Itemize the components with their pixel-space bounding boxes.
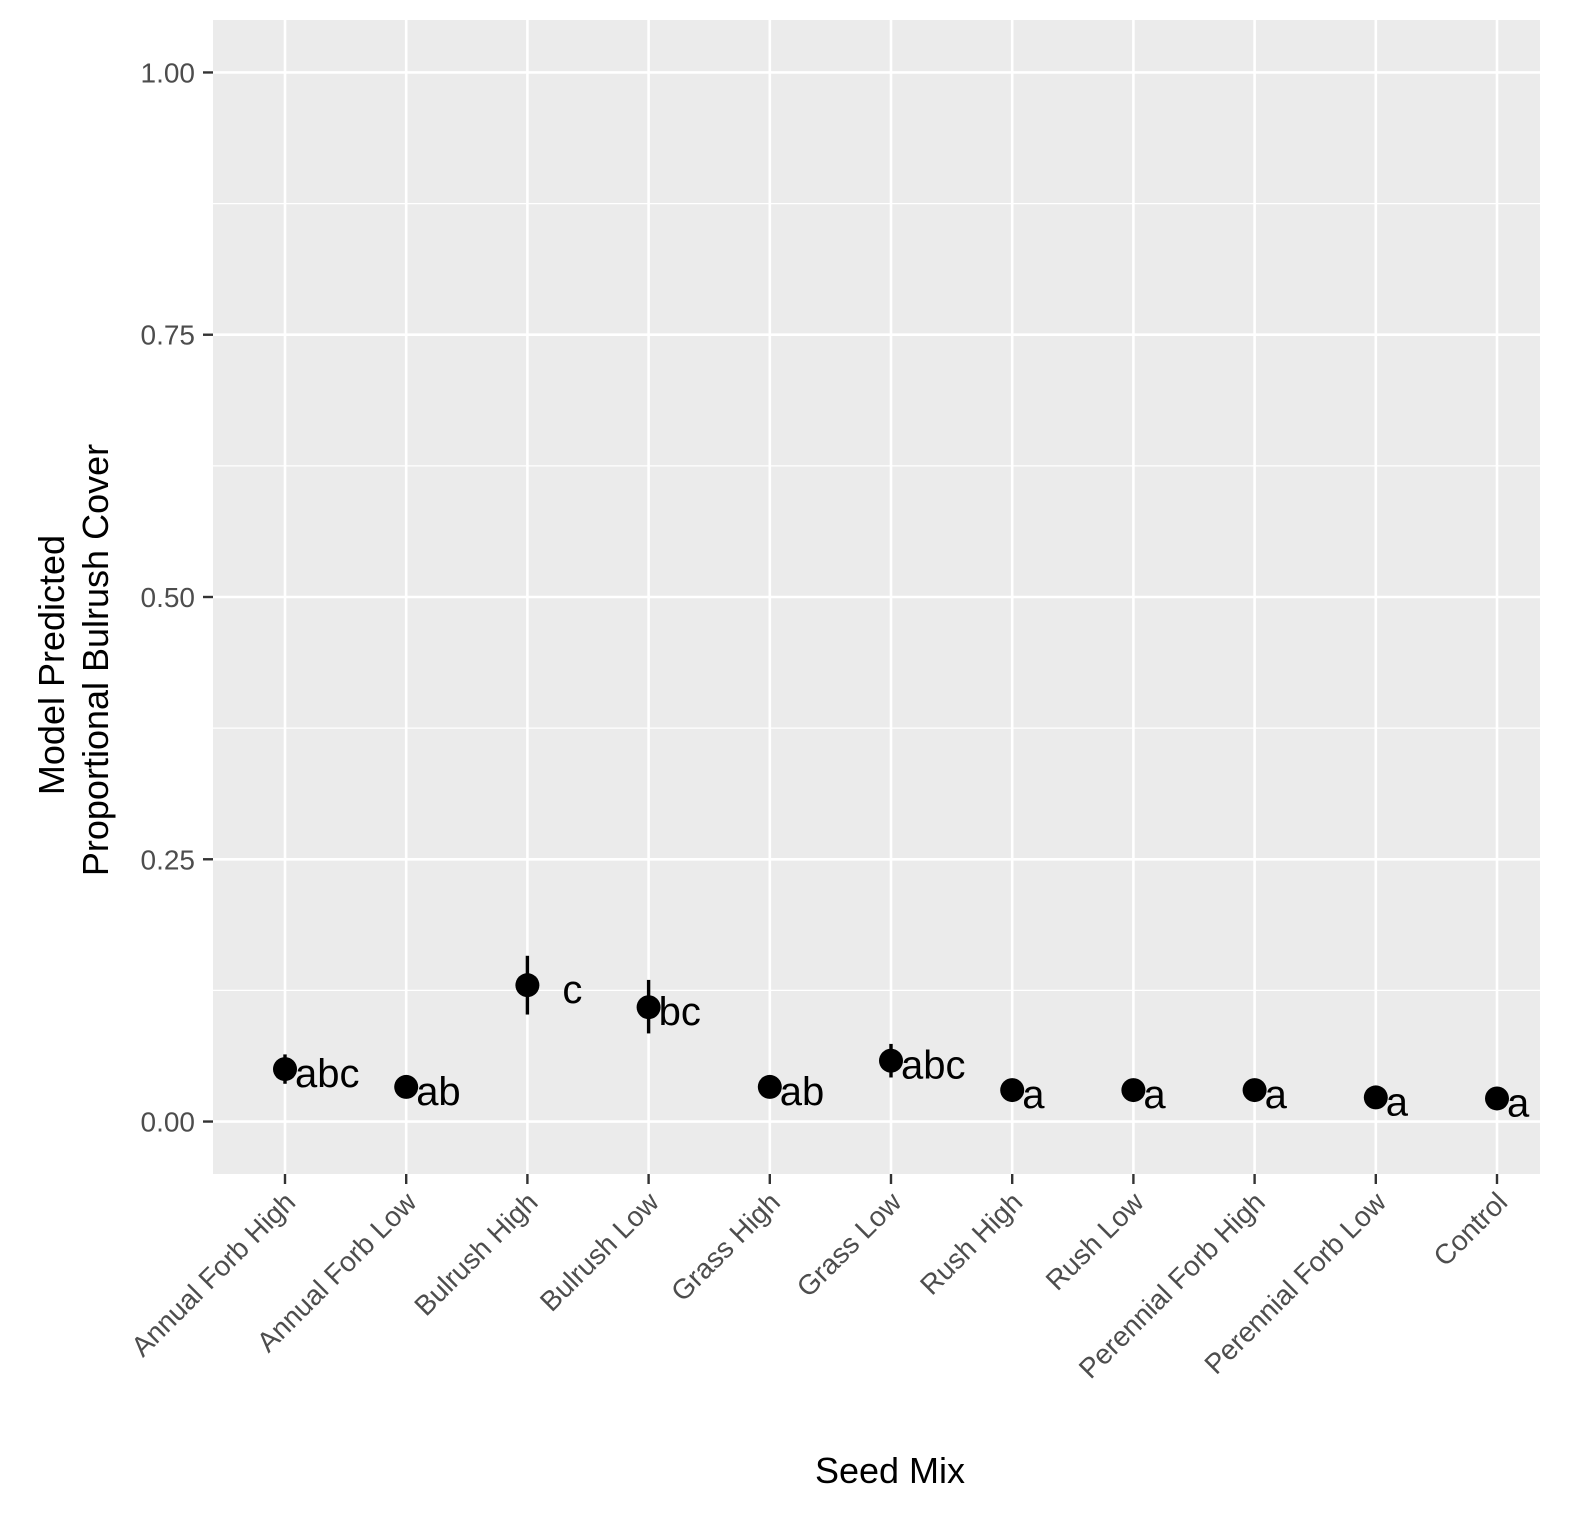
data-point bbox=[1363, 1085, 1388, 1110]
grid-lines bbox=[213, 20, 1540, 1174]
group-letter-label: ab bbox=[416, 1070, 461, 1114]
x-tick-label: Bulrush Low bbox=[534, 1186, 665, 1317]
data-point bbox=[1000, 1078, 1025, 1103]
y-tick-label: 0.00 bbox=[141, 1107, 196, 1138]
data-point bbox=[757, 1074, 782, 1099]
group-letter-label: c bbox=[562, 968, 582, 1012]
data-point bbox=[636, 995, 661, 1020]
y-axis-title: Model Predicted Proportional Bulrush Cov… bbox=[31, 444, 116, 876]
group-letter-label: a bbox=[1143, 1073, 1166, 1117]
group-letter-label: bc bbox=[659, 990, 701, 1034]
group-letter-label: abc bbox=[901, 1044, 966, 1088]
group-letter-label: abc bbox=[295, 1052, 360, 1096]
y-axis-title-line-1: Model Predicted bbox=[31, 535, 72, 795]
x-tick-label: Grass High bbox=[665, 1186, 786, 1307]
data-point bbox=[1485, 1086, 1509, 1111]
x-tick-label: Rush High bbox=[914, 1186, 1028, 1300]
data-point bbox=[273, 1057, 297, 1082]
y-tick-label: 0.75 bbox=[141, 320, 196, 351]
y-tick-label: 0.25 bbox=[141, 844, 196, 875]
y-axis: 0.00 0.25 0.50 0.75 1.00 bbox=[141, 57, 213, 1138]
group-letter-label: a bbox=[1022, 1073, 1045, 1117]
x-axis-title: Seed Mix bbox=[815, 1450, 965, 1491]
y-tick-label: 1.00 bbox=[141, 57, 196, 88]
points bbox=[273, 973, 1509, 1111]
x-tick-label: Grass Low bbox=[791, 1186, 908, 1303]
data-point bbox=[394, 1074, 419, 1099]
x-tick-label: Bulrush High bbox=[408, 1186, 543, 1321]
data-point bbox=[515, 973, 540, 998]
group-letter-label: a bbox=[1386, 1080, 1409, 1124]
data-point bbox=[1121, 1078, 1146, 1103]
y-tick-label: 0.50 bbox=[141, 582, 196, 613]
x-tick-label: Control bbox=[1427, 1186, 1513, 1272]
x-tick-label: Rush Low bbox=[1040, 1186, 1151, 1297]
group-letter-label: a bbox=[1507, 1081, 1530, 1125]
group-letter-label: ab bbox=[780, 1070, 825, 1114]
group-letter-label: a bbox=[1265, 1073, 1288, 1117]
y-axis-title-line-2: Proportional Bulrush Cover bbox=[75, 444, 116, 876]
data-point bbox=[1242, 1078, 1267, 1103]
data-point bbox=[879, 1048, 903, 1073]
